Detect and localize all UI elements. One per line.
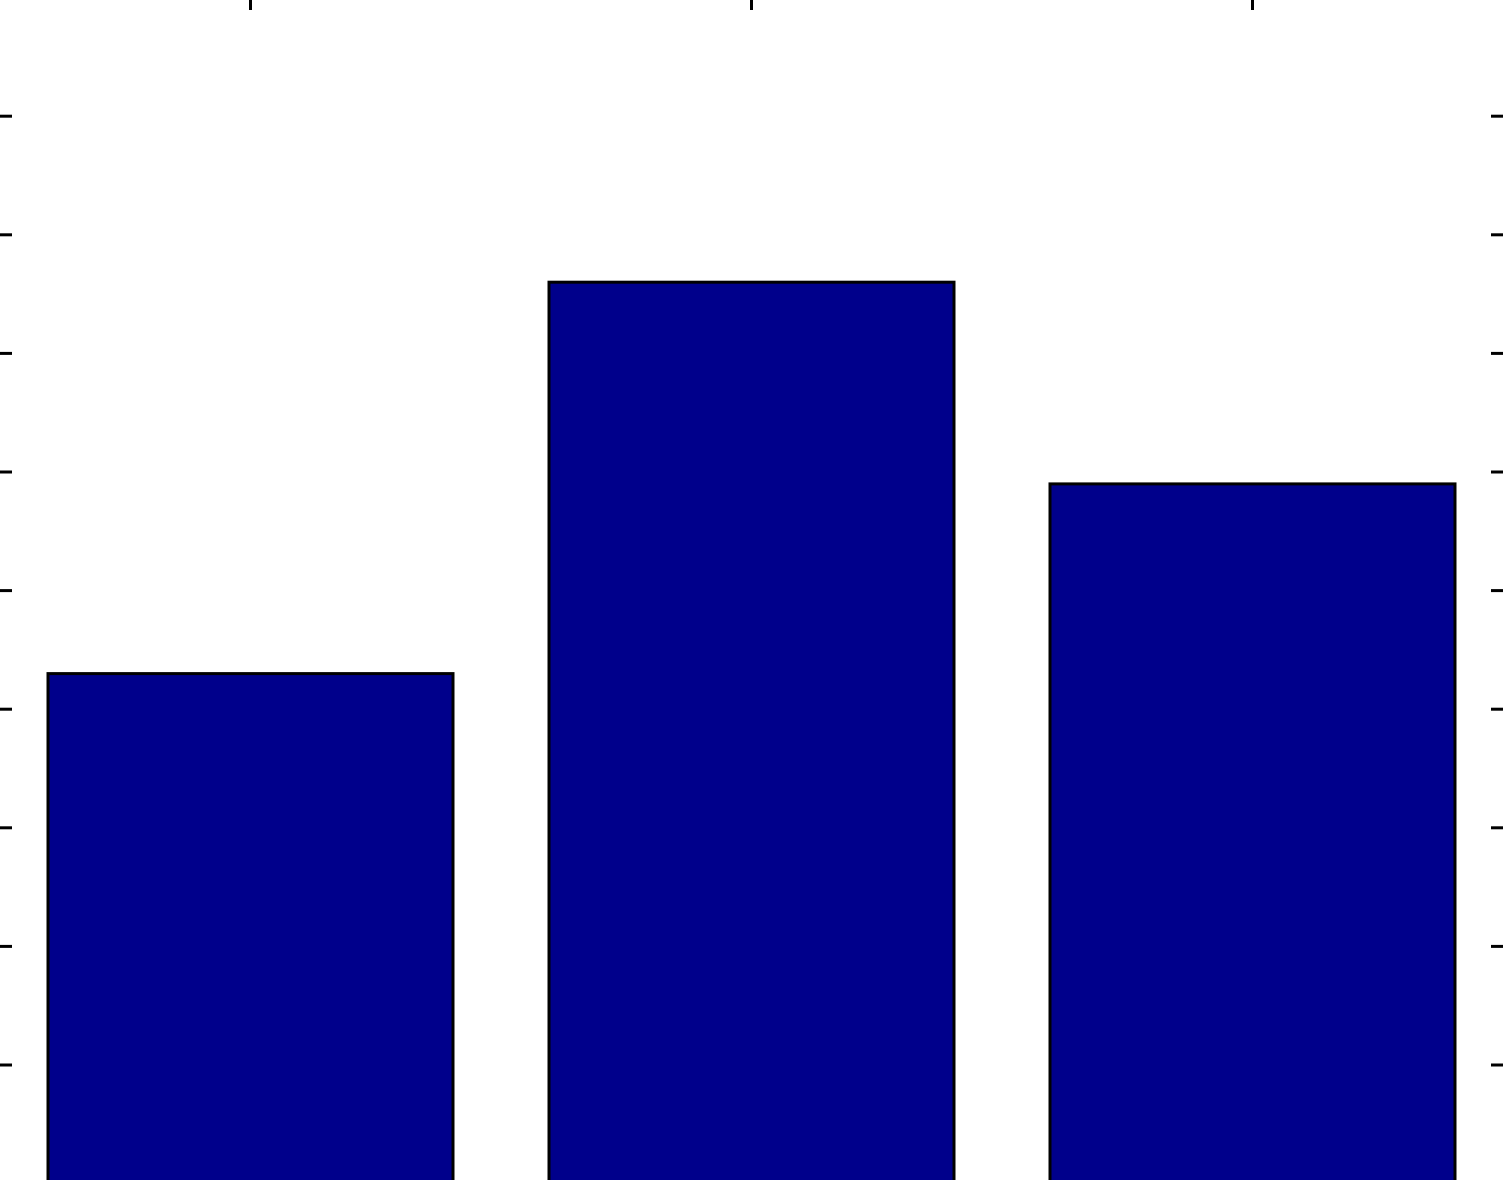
y-axis-ticks (0, 114, 1503, 1067)
bars (46, 280, 1457, 1180)
bar-1 (46, 672, 455, 1180)
bar-3 (1048, 482, 1457, 1180)
bar-2 (547, 280, 956, 1180)
x-axis-ticks (249, 0, 1254, 10)
